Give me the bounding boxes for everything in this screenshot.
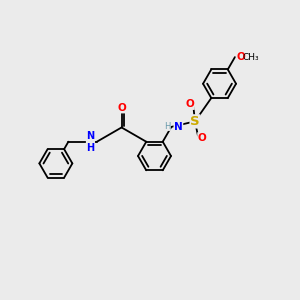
Text: CH₃: CH₃ [242, 52, 259, 62]
Text: N: N [174, 122, 183, 132]
Text: S: S [190, 115, 200, 128]
Text: O: O [117, 103, 126, 113]
Text: O: O [198, 133, 206, 143]
Text: O: O [236, 52, 245, 61]
Text: N
H: N H [86, 131, 94, 152]
Text: H: H [164, 122, 170, 130]
Text: O: O [185, 99, 194, 110]
